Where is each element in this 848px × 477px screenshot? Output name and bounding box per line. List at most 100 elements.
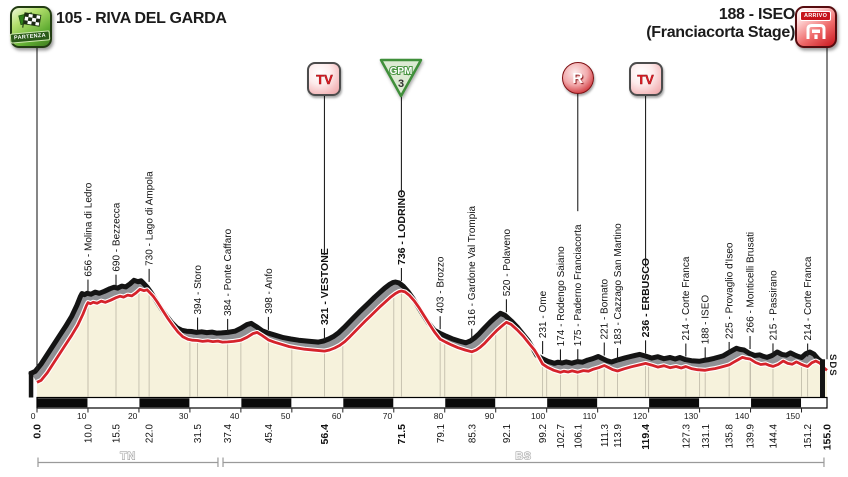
profile-right-cap: [820, 359, 826, 398]
ruler-segment: [445, 398, 496, 408]
feed-zone-label: R: [572, 69, 584, 87]
finish-gate-icon: [805, 22, 827, 45]
waypoint-label: 266 - Monticelli Brusati: [745, 232, 756, 333]
waypoint-label: 214 - Corte Franca: [803, 256, 814, 340]
waypoint-label: 236 - ERBUSCO: [640, 258, 652, 337]
waypoint-label: 214 - Corte Franca: [681, 256, 692, 340]
waypoint-label: 183 - Cazzago San Martino: [613, 223, 624, 345]
ruler-segment: [547, 398, 598, 408]
tv-sprint-icon-vestone: TV: [307, 62, 342, 96]
ruler-tick-label: 100: [531, 411, 545, 421]
waypoint-km-label: 113.9: [613, 424, 624, 448]
waypoint-label: 231 - Ome: [538, 290, 549, 338]
gpm-label: GPM: [390, 66, 413, 77]
waypoint-label: 690 - Bezzecca: [111, 202, 122, 271]
waypoint-km-label: 45.4: [264, 423, 275, 443]
feed-zone-icon: R: [561, 62, 594, 94]
ruler-tick-label: 90: [485, 411, 495, 421]
waypoint-km-label: 119.4: [640, 424, 652, 450]
ruler-tick-label: 130: [684, 411, 698, 421]
tv-label: TV: [316, 71, 333, 87]
waypoint-label: 188 - ISEO: [701, 295, 712, 345]
gpm-category: 3: [398, 78, 404, 90]
waypoint-km-label: 139.9: [746, 424, 757, 449]
waypoint-label: 394 - Storo: [193, 265, 204, 315]
region-label: TN: [120, 451, 136, 463]
ruler-tick-label: 20: [128, 411, 138, 421]
waypoint-label: 384 - Ponte Caffaro: [223, 228, 234, 316]
partenza-banner-label: PARTENZA: [9, 30, 51, 44]
waypoint-km-label: 92.1: [502, 424, 513, 443]
waypoint-label: 175 - Paderno Franciacorta: [573, 224, 584, 346]
ruler-tick-label: 120: [633, 411, 647, 421]
waypoint-label: 316 - Gardone Val Trompia: [467, 205, 478, 325]
ruler-tick-label: 70: [383, 411, 393, 421]
checkered-flag-icon: [18, 12, 42, 35]
ruler-segment: [37, 398, 88, 408]
waypoint-label: 215 - Passirano: [768, 270, 779, 340]
waypoint-label: 730 - Lago di Ampola: [145, 171, 156, 266]
waypoint-km-label: 106.1: [573, 424, 584, 449]
waypoint-label: 398 - Anfo: [264, 268, 275, 314]
waypoint-label: 736 - LODRINO: [396, 190, 408, 265]
waypoint-km-label: 155.0: [822, 424, 834, 450]
waypoint-km-label: 37.4: [223, 423, 234, 443]
waypoint-label: 225 - Provaglio d'Iseo: [725, 242, 736, 339]
ruler-segment: [241, 398, 292, 408]
ruler-segment: [751, 398, 802, 408]
waypoint-km-label: 131.1: [701, 424, 712, 449]
waypoint-km-label: 79.1: [436, 424, 447, 443]
finish-title-line1: 188 - ISEO: [718, 6, 795, 23]
profile-left-cap: [28, 371, 34, 398]
ruler-segment: [649, 398, 700, 408]
partenza-start-icon: PARTENZA: [9, 6, 52, 48]
km-ruler: [36, 396, 828, 409]
profile-area-fill: [37, 289, 828, 398]
waypoint-km-label: 15.5: [112, 423, 123, 443]
waypoint-km-label: 99.2: [538, 424, 549, 443]
waypoint-label: 520 - Polaveno: [502, 229, 513, 297]
start-title: 105 - RIVA DEL GARDA: [56, 10, 227, 27]
ruler-tick-label: 110: [583, 411, 597, 421]
ruler-tick-label: 80: [434, 411, 444, 421]
waypoint-km-label: 31.5: [193, 423, 204, 443]
waypoint-km-label: 135.8: [725, 423, 736, 448]
ruler-tick-label: 60: [332, 411, 342, 421]
waypoint-km-label: 102.7: [556, 424, 567, 449]
arrivo-finish-icon: ARRIVO: [795, 6, 837, 48]
ruler-tick-label: 140: [735, 411, 749, 421]
waypoint-label: 656 - Molina di Ledro: [83, 182, 94, 276]
waypoint-km-label: 127.3: [681, 423, 692, 448]
waypoint-km-label: 0.0: [32, 424, 44, 439]
tv-sprint-icon-erbusco: TV: [628, 62, 663, 96]
waypoint-label: 174 - Rodengo Saiano: [556, 246, 567, 347]
gpm-category3-icon-lodrino: GPM 3: [379, 58, 423, 98]
ruler-tick-label: 10: [77, 411, 87, 421]
waypoint-label: 221 - Bornato: [600, 278, 611, 339]
region-label: BS: [515, 451, 531, 463]
waypoint-label: 403 - Brozzo: [436, 256, 447, 313]
tv-label: TV: [637, 71, 654, 87]
profile-line: [36, 287, 828, 384]
waypoint-km-label: 10.0: [84, 423, 95, 443]
waypoint-km-label: 71.5: [396, 424, 408, 445]
ruler-tick-label: 150: [786, 411, 800, 421]
ruler-segment: [139, 398, 190, 408]
credit-text: SDS: [827, 354, 838, 377]
arrivo-banner-label: ARRIVO: [800, 11, 832, 21]
waypoint-km-label: 85.3: [467, 423, 478, 443]
ruler-tick-label: 0: [31, 411, 36, 421]
ruler-tick-label: 30: [179, 411, 189, 421]
ruler-tick-label: 50: [281, 411, 291, 421]
finish-title-line2: (Franciacorta Stage): [646, 23, 795, 41]
ruler-tick-label: 40: [230, 411, 240, 421]
waypoint-km-label: 22.0: [145, 423, 156, 443]
waypoint-km-label: 151.2: [803, 424, 814, 449]
ruler-segment: [343, 398, 394, 408]
waypoint-km-label: 111.3: [600, 423, 611, 447]
waypoint-label: 321 - VESTONE: [319, 248, 331, 325]
waypoint-km-label: 144.4: [769, 423, 780, 448]
finish-title: 188 - ISEO (Franciacorta Stage): [646, 6, 795, 42]
